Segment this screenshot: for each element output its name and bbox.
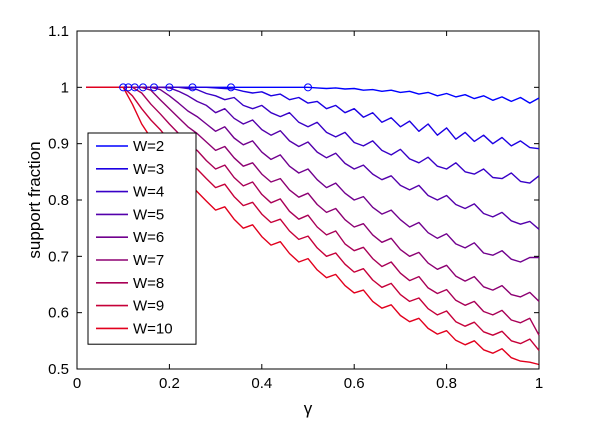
marker-point-2 (226, 83, 235, 92)
marker-point-8 (124, 83, 133, 92)
y-tick-label: 0.6 (48, 305, 69, 322)
x-tick-label: 0.4 (251, 375, 272, 392)
marker-point-5 (150, 83, 159, 92)
x-axis-label: γ (304, 399, 313, 418)
marker-point-4 (165, 83, 174, 92)
ticks-layer: 0 0.2 0.4 0.6 0.8 1 0.5 0.6 0.7 0.8 0.9 1 1.1 (48, 23, 543, 392)
legend-label-6: W=7 (133, 252, 164, 269)
marker-point-6 (139, 83, 148, 92)
y-tick-label: 0.5 (48, 361, 69, 378)
y-tick-label: 0.9 (48, 136, 69, 153)
legend-label-5: W=6 (133, 229, 164, 246)
series-line-5 (86, 86, 539, 263)
y-tick-label: 0.7 (48, 248, 69, 265)
legend-label-1: W=2 (133, 138, 164, 155)
marker-point-7 (130, 83, 139, 92)
series-line-6 (86, 86, 540, 302)
x-tick-label: 1 (535, 375, 543, 392)
legend-label-2: W=3 (133, 161, 164, 178)
legend: W=2 W=3 W=4 W=5 W=6 W=7 W=8 W=9 W=10 (87, 132, 197, 345)
marker-point-1 (304, 83, 312, 92)
legend-label-7: W=8 (133, 275, 164, 292)
legend-label-4: W=5 (133, 206, 164, 223)
x-tick-label: 0.2 (159, 375, 180, 392)
marker-point-3 (188, 83, 197, 92)
y-tick-label: 1 (61, 79, 69, 96)
x-tick-label: 0.8 (436, 375, 457, 392)
series-line-7 (86, 86, 540, 336)
y-tick-label: 0.8 (48, 192, 69, 209)
legend-label-3: W=4 (133, 184, 164, 201)
marker-point-9 (119, 83, 128, 92)
series-line-8 (86, 86, 540, 351)
x-tick-label: 0.6 (344, 375, 365, 392)
y-axis-label: support fraction (25, 141, 44, 258)
legend-label-8: W=9 (133, 298, 164, 315)
x-tick-label: 0 (73, 375, 81, 392)
y-tick-label: 1.1 (48, 23, 69, 40)
legend-label-9: W=10 (133, 320, 173, 337)
series-line-4 (86, 86, 540, 230)
marker-layer (119, 83, 312, 92)
